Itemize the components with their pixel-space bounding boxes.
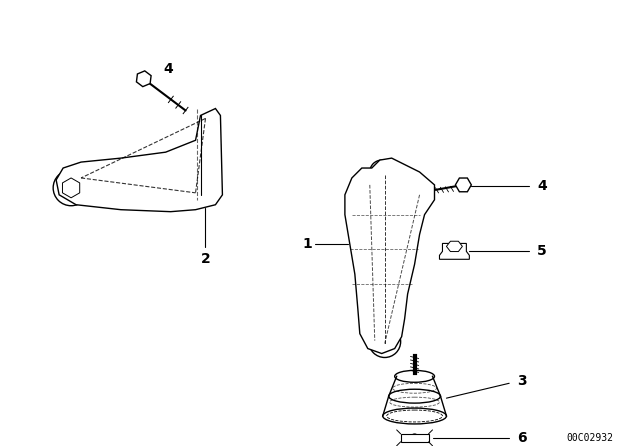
- Text: 00C02932: 00C02932: [566, 433, 614, 443]
- Text: 6: 6: [517, 431, 527, 445]
- Text: 5: 5: [537, 244, 547, 258]
- Circle shape: [370, 160, 394, 184]
- Text: 2: 2: [200, 252, 211, 266]
- Polygon shape: [401, 434, 429, 442]
- Polygon shape: [440, 243, 469, 259]
- Polygon shape: [345, 158, 435, 353]
- Text: 4: 4: [164, 62, 173, 76]
- Circle shape: [196, 173, 220, 197]
- Text: 1: 1: [302, 237, 312, 251]
- Polygon shape: [456, 178, 471, 192]
- Circle shape: [196, 134, 220, 157]
- Ellipse shape: [395, 370, 435, 382]
- Polygon shape: [136, 71, 151, 86]
- Circle shape: [53, 170, 89, 206]
- Text: 3: 3: [517, 374, 527, 388]
- Circle shape: [369, 326, 401, 358]
- Polygon shape: [63, 178, 80, 198]
- Polygon shape: [447, 241, 462, 251]
- Text: 4: 4: [537, 179, 547, 193]
- Ellipse shape: [388, 389, 440, 403]
- Ellipse shape: [383, 408, 447, 424]
- Polygon shape: [56, 108, 223, 211]
